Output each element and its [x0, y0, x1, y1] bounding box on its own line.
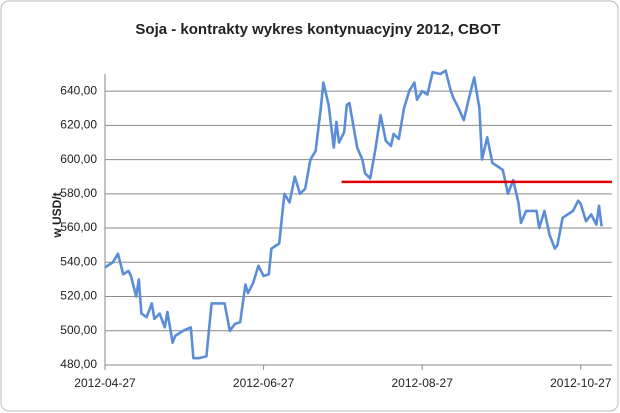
chart-title: Soja - kontrakty wykres kontynuacyjny 20… — [135, 21, 500, 38]
y-tick-label: 520,00 — [60, 289, 97, 303]
y-tick-label: 640,00 — [60, 83, 97, 97]
x-tick-label: 2012-10-27 — [550, 376, 612, 390]
y-axis-label: w USD/t — [50, 192, 64, 238]
series-line — [104, 69, 603, 360]
x-tick-label: 2012-06-27 — [233, 376, 295, 390]
y-tick-label: 500,00 — [60, 323, 97, 337]
y-tick-label: 560,00 — [60, 220, 97, 234]
x-tick-label: 2012-04-27 — [74, 376, 136, 390]
y-tick-label: 540,00 — [60, 254, 97, 268]
y-tick-label: 620,00 — [60, 118, 97, 132]
y-tick-label: 580,00 — [60, 186, 97, 200]
y-tick-label: 600,00 — [60, 152, 97, 166]
x-tick-label: 2012-08-27 — [392, 376, 454, 390]
y-tick-label: 480,00 — [60, 357, 97, 371]
